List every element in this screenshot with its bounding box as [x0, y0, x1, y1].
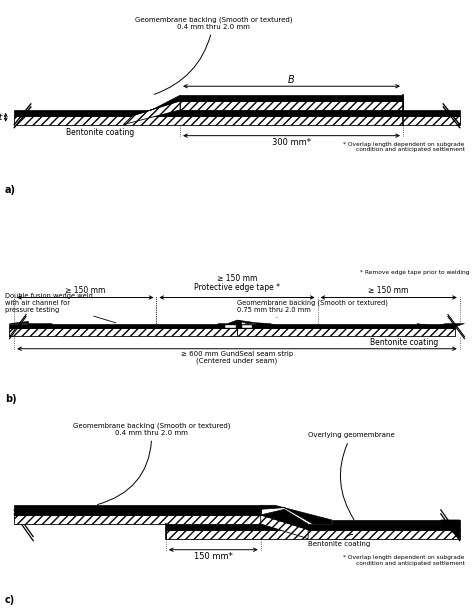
Bar	[237, 323, 455, 328]
Text: ≥ 150 mm: ≥ 150 mm	[217, 275, 257, 283]
Bar	[14, 110, 460, 116]
Polygon shape	[261, 509, 308, 530]
Text: Double fusion wedge weld
with air channel for
pressure testing: Double fusion wedge weld with air channe…	[5, 292, 116, 323]
Text: * Overlap length dependent on subgrade
condition and anticipated settlement: * Overlap length dependent on subgrade c…	[343, 555, 465, 566]
Text: Bentonite coating: Bentonite coating	[308, 534, 370, 547]
Bar	[14, 505, 261, 509]
Text: Overlying geomembrane: Overlying geomembrane	[308, 432, 395, 519]
Polygon shape	[133, 95, 180, 116]
Polygon shape	[237, 320, 284, 328]
Bar	[237, 328, 455, 336]
Polygon shape	[9, 322, 52, 328]
Text: ≥ 600 mm GundSeal seam strip
(Centered under seam): ≥ 600 mm GundSeal seam strip (Centered u…	[181, 351, 293, 364]
Text: B: B	[288, 75, 295, 85]
Polygon shape	[441, 520, 460, 539]
Polygon shape	[417, 323, 465, 328]
Bar	[14, 116, 460, 125]
Text: Geomembrane backing (Smooth or textured)
0.4 mm thru 2.0 mm: Geomembrane backing (Smooth or textured)…	[73, 422, 230, 505]
Bar	[9, 328, 237, 336]
Polygon shape	[261, 505, 332, 524]
Bar	[166, 524, 460, 530]
Polygon shape	[218, 320, 242, 328]
Polygon shape	[261, 515, 308, 539]
Text: b): b)	[5, 394, 17, 404]
Text: c): c)	[5, 595, 15, 605]
Bar	[180, 95, 403, 101]
Text: Bentonite coating: Bentonite coating	[370, 337, 438, 347]
Text: Protective edge tape *: Protective edge tape *	[194, 283, 280, 292]
Text: * Overlap length dependent on subgrade
condition and anticipated settlement: * Overlap length dependent on subgrade c…	[343, 142, 465, 152]
Bar	[225, 325, 236, 328]
Text: a): a)	[5, 185, 16, 195]
Text: ≥ 150 mm: ≥ 150 mm	[65, 286, 106, 295]
Text: 150 mm*: 150 mm*	[194, 552, 233, 561]
Text: 300 mm*: 300 mm*	[272, 138, 311, 147]
Text: t: t	[0, 113, 2, 122]
Polygon shape	[123, 101, 180, 125]
Text: Bentonite coating: Bentonite coating	[66, 128, 135, 137]
Text: * Remove edge tape prior to welding: * Remove edge tape prior to welding	[360, 270, 469, 275]
Bar	[14, 509, 261, 515]
Text: Geomembrane backing (Smooth or textured)
0.4 mm thru 2.0 mm: Geomembrane backing (Smooth or textured)…	[135, 16, 292, 94]
Bar	[9, 323, 237, 328]
Text: Geomembrane backing (Smooth or textured)
0.75 mm thru 2.0 mm: Geomembrane backing (Smooth or textured)…	[237, 299, 388, 317]
Bar	[14, 515, 261, 524]
Bar	[166, 530, 460, 539]
Bar	[180, 101, 403, 110]
Bar	[332, 520, 460, 524]
Text: ≥ 150 mm: ≥ 150 mm	[368, 286, 409, 295]
Bar	[242, 325, 252, 328]
